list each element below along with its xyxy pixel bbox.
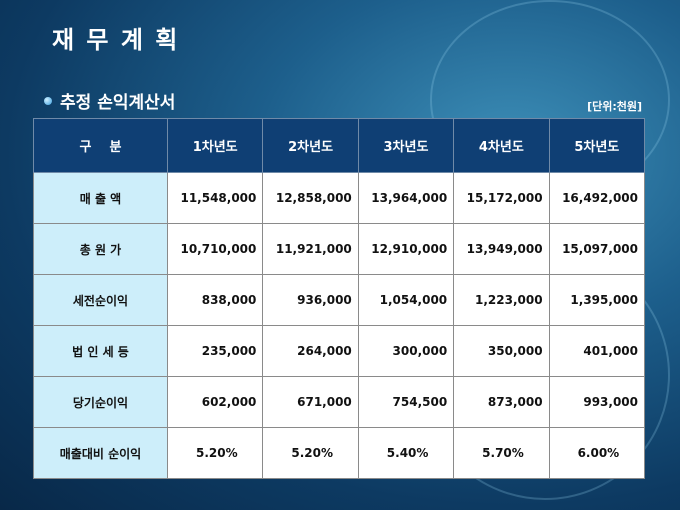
column-header-year: 1차년도: [166, 118, 264, 173]
table-cell: 5.70%: [453, 427, 550, 479]
table-row: 매 출 액 11,548,000 12,858,000 13,964,000 15,17…: [33, 172, 646, 224]
slide-title: 재 무 계 획: [52, 26, 180, 54]
table-cell: 11,548,000: [166, 172, 264, 224]
table-cell: 16,492,000: [548, 172, 646, 224]
table-cell: 1,223,000: [453, 274, 550, 326]
row-label: 총 원 가: [33, 223, 168, 275]
table-row: 당기순이익 602,000 671,000 754,500 873,000 993,000: [33, 376, 646, 428]
row-label: 세전순이익: [33, 274, 168, 326]
table-cell: 235,000: [166, 325, 264, 377]
table-cell: 10,710,000: [166, 223, 264, 275]
table-cell: 602,000: [166, 376, 264, 428]
income-statement-table: 구 분 1차년도 2차년도 3차년도 4차년도 5차년도 매 출 액 11,548,000 1…: [33, 118, 646, 479]
table-row: 세전순이익 838,000 936,000 1,054,000 1,223,000 1,3…: [33, 274, 646, 326]
table-cell: 5.40%: [357, 427, 455, 479]
column-header-category: 구 분: [33, 118, 168, 173]
table-row: 매출대비 순이익 5.20% 5.20% 5.40% 5.70% 6.00%: [33, 427, 646, 479]
table-cell: 1,395,000: [548, 274, 646, 326]
column-header-year: 5차년도: [548, 118, 646, 173]
table-cell: 12,858,000: [262, 172, 359, 224]
table-cell: 1,054,000: [357, 274, 455, 326]
table-cell: 754,500: [357, 376, 455, 428]
table-cell: 15,172,000: [453, 172, 550, 224]
section-heading-text: 추정 손익계산서: [60, 93, 176, 113]
table-cell: 838,000: [166, 274, 264, 326]
table-cell: 264,000: [262, 325, 359, 377]
table-cell: 993,000: [548, 376, 646, 428]
row-label: 매 출 액: [33, 172, 168, 224]
table-cell: 13,964,000: [357, 172, 455, 224]
row-label: 매출대비 순이익: [33, 427, 168, 479]
row-label: 법 인 세 등: [33, 325, 168, 377]
table-row: 법 인 세 등 235,000 264,000 300,000 350,000 401,0…: [33, 325, 646, 377]
row-label: 당기순이익: [33, 376, 168, 428]
column-header-year: 2차년도: [262, 118, 359, 173]
table-header-row: 구 분 1차년도 2차년도 3차년도 4차년도 5차년도: [33, 118, 646, 173]
table-cell: 12,910,000: [357, 223, 455, 275]
table-cell: 300,000: [357, 325, 455, 377]
table-cell: 6.00%: [548, 427, 646, 479]
table-cell: 5.20%: [166, 427, 264, 479]
table-cell: 11,921,000: [262, 223, 359, 275]
table-cell: 15,097,000: [548, 223, 646, 275]
table-cell: 401,000: [548, 325, 646, 377]
table-cell: 671,000: [262, 376, 359, 428]
table-cell: 13,949,000: [453, 223, 550, 275]
column-header-year: 3차년도: [357, 118, 455, 173]
table-cell: 873,000: [453, 376, 550, 428]
table-row: 총 원 가 10,710,000 11,921,000 12,910,000 13,94…: [33, 223, 646, 275]
column-header-year: 4차년도: [453, 118, 550, 173]
table-cell: 5.20%: [262, 427, 359, 479]
bullet-icon: [44, 96, 52, 105]
table-cell: 350,000: [453, 325, 550, 377]
table-cell: 936,000: [262, 274, 359, 326]
section-heading: 추정 손익계산서: [44, 88, 175, 113]
unit-label: [단위:천원]: [587, 100, 642, 113]
